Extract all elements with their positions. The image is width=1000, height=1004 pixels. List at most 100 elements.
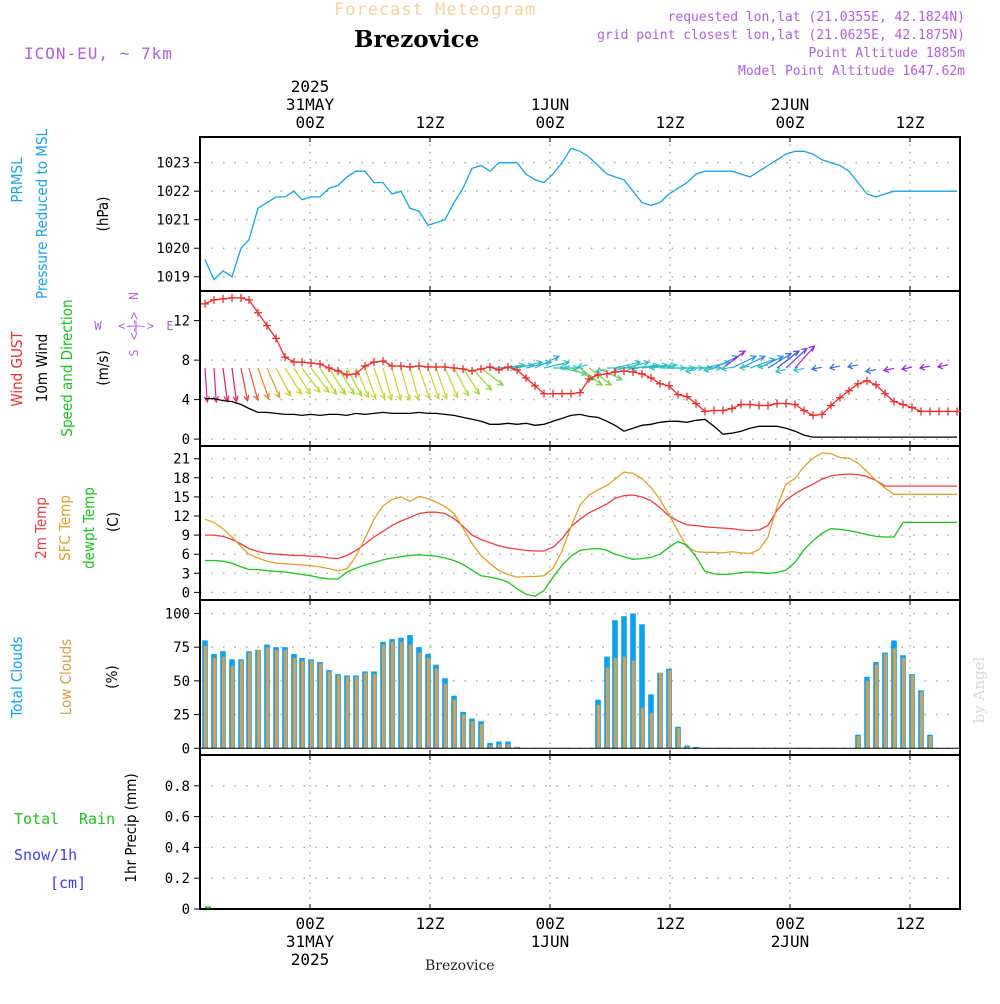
wind-barb-head bbox=[666, 362, 674, 370]
wind-barb-head bbox=[304, 388, 312, 396]
wind-ytick-label: 0 bbox=[182, 432, 190, 448]
wind-barb bbox=[543, 359, 571, 369]
gust-marker bbox=[201, 299, 209, 308]
gust-marker bbox=[531, 381, 539, 390]
grid-coords: grid point closest lon,lat (21.0625E, 42… bbox=[597, 28, 965, 43]
wind-label: 10m Wind bbox=[33, 334, 51, 403]
wind-barb-head bbox=[323, 386, 331, 394]
low-cloud-bar bbox=[488, 745, 492, 749]
wind-barb-shaft bbox=[632, 364, 659, 369]
wind-barb bbox=[918, 363, 931, 371]
wind-barb-head bbox=[463, 389, 470, 397]
app-title: Forecast Meteogram bbox=[334, 0, 537, 20]
gust-marker bbox=[746, 400, 754, 409]
low-cloud-bar bbox=[354, 676, 358, 749]
gust-marker bbox=[594, 370, 602, 379]
wind-barb bbox=[731, 355, 758, 369]
wind-barb-shaft bbox=[649, 365, 661, 369]
wind-barb-head bbox=[424, 392, 431, 401]
low-cloud-bar bbox=[667, 670, 671, 749]
pressure-line bbox=[204, 147, 957, 281]
wind-barb-shaft bbox=[310, 367, 330, 393]
low-cloud-bar bbox=[274, 649, 278, 749]
precip-ytick-label: 0 bbox=[182, 902, 190, 918]
snow-unit: [cm] bbox=[50, 874, 86, 892]
rain-bar bbox=[205, 906, 211, 909]
pressure-ytick-label: 1020 bbox=[156, 241, 190, 257]
gust-marker bbox=[665, 381, 673, 390]
wind-barb bbox=[346, 367, 363, 397]
wind-barb bbox=[558, 363, 571, 371]
low-cloud-bar bbox=[892, 648, 896, 749]
pressure-label: PRMSL bbox=[8, 157, 26, 203]
low-cloud-bar bbox=[461, 714, 465, 749]
wind-barb-shaft bbox=[284, 367, 302, 395]
wind-barb-shaft bbox=[901, 366, 913, 370]
wind-barb bbox=[936, 362, 949, 370]
wind-barb bbox=[684, 367, 697, 375]
wind-barb bbox=[828, 363, 841, 371]
low-cloud-bar bbox=[596, 705, 600, 749]
wind-barb bbox=[409, 367, 420, 402]
wind-barb bbox=[794, 345, 816, 369]
wind-barb-shaft bbox=[739, 365, 751, 369]
gust-marker bbox=[800, 406, 808, 415]
gust-marker bbox=[881, 389, 889, 398]
wind-barb-head bbox=[749, 355, 758, 362]
gust-marker bbox=[692, 399, 700, 408]
wind-unit: (m/s) bbox=[94, 350, 112, 385]
gust-marker bbox=[210, 295, 218, 304]
wind-barb bbox=[355, 367, 370, 399]
temperature-ytick-label: 12 bbox=[173, 509, 190, 525]
wind-barb bbox=[666, 362, 679, 370]
temperature-ytick-label: 3 bbox=[182, 566, 190, 582]
gust-marker bbox=[638, 369, 646, 378]
low-cloud-bar bbox=[443, 683, 447, 749]
wind-barb-shaft bbox=[346, 367, 363, 397]
wind-barb bbox=[648, 363, 661, 371]
wind-barb-shaft bbox=[937, 364, 949, 368]
gust-marker bbox=[307, 359, 315, 368]
wind-barb-head bbox=[596, 379, 604, 386]
wind-barb bbox=[373, 367, 386, 401]
wind-barb-shaft bbox=[767, 353, 792, 369]
wind-barb-shaft bbox=[749, 358, 775, 369]
wind-barb bbox=[776, 350, 801, 369]
wind-barb bbox=[767, 352, 793, 369]
wind-barb-shaft bbox=[204, 367, 208, 402]
low-cloud-bar bbox=[622, 656, 626, 749]
wind-barb bbox=[212, 367, 219, 404]
wind-barb bbox=[756, 362, 769, 370]
top-time-label: 12Z bbox=[416, 113, 445, 132]
wind-barb-shaft bbox=[559, 365, 571, 369]
gust-marker bbox=[558, 389, 566, 398]
wind-barb-head bbox=[808, 345, 816, 352]
wind-barb bbox=[722, 350, 747, 369]
gust-marker bbox=[334, 366, 342, 375]
gust-marker bbox=[899, 400, 907, 409]
wind-barb-shaft bbox=[231, 367, 238, 402]
wind-barb-head bbox=[605, 379, 613, 386]
low-cloud-bar bbox=[327, 671, 331, 749]
precip-ytick-label: 0.4 bbox=[165, 840, 190, 856]
gust-marker bbox=[576, 388, 584, 397]
gust-marker bbox=[737, 400, 745, 409]
low-cloud-bar bbox=[363, 672, 367, 749]
low-cloud-bar bbox=[417, 652, 421, 749]
wind-barb bbox=[900, 364, 913, 372]
wind-barb-head bbox=[720, 364, 728, 372]
wind-barb bbox=[203, 367, 210, 404]
gust-marker bbox=[432, 363, 440, 372]
low-cloud-bar bbox=[919, 691, 923, 749]
low-cloud-bar bbox=[203, 645, 207, 749]
low-cloud-bar bbox=[613, 657, 617, 749]
temperature-ytick-label: 15 bbox=[173, 490, 190, 506]
wind-barb-head bbox=[414, 393, 420, 402]
wind-barb-head bbox=[370, 392, 377, 401]
wind-barb bbox=[427, 367, 440, 401]
wind-barb-head bbox=[558, 363, 566, 371]
temperature-ytick-label: 0 bbox=[182, 585, 190, 601]
wind-barb-shaft bbox=[266, 367, 281, 398]
total-rain-label: Total bbox=[14, 810, 59, 828]
